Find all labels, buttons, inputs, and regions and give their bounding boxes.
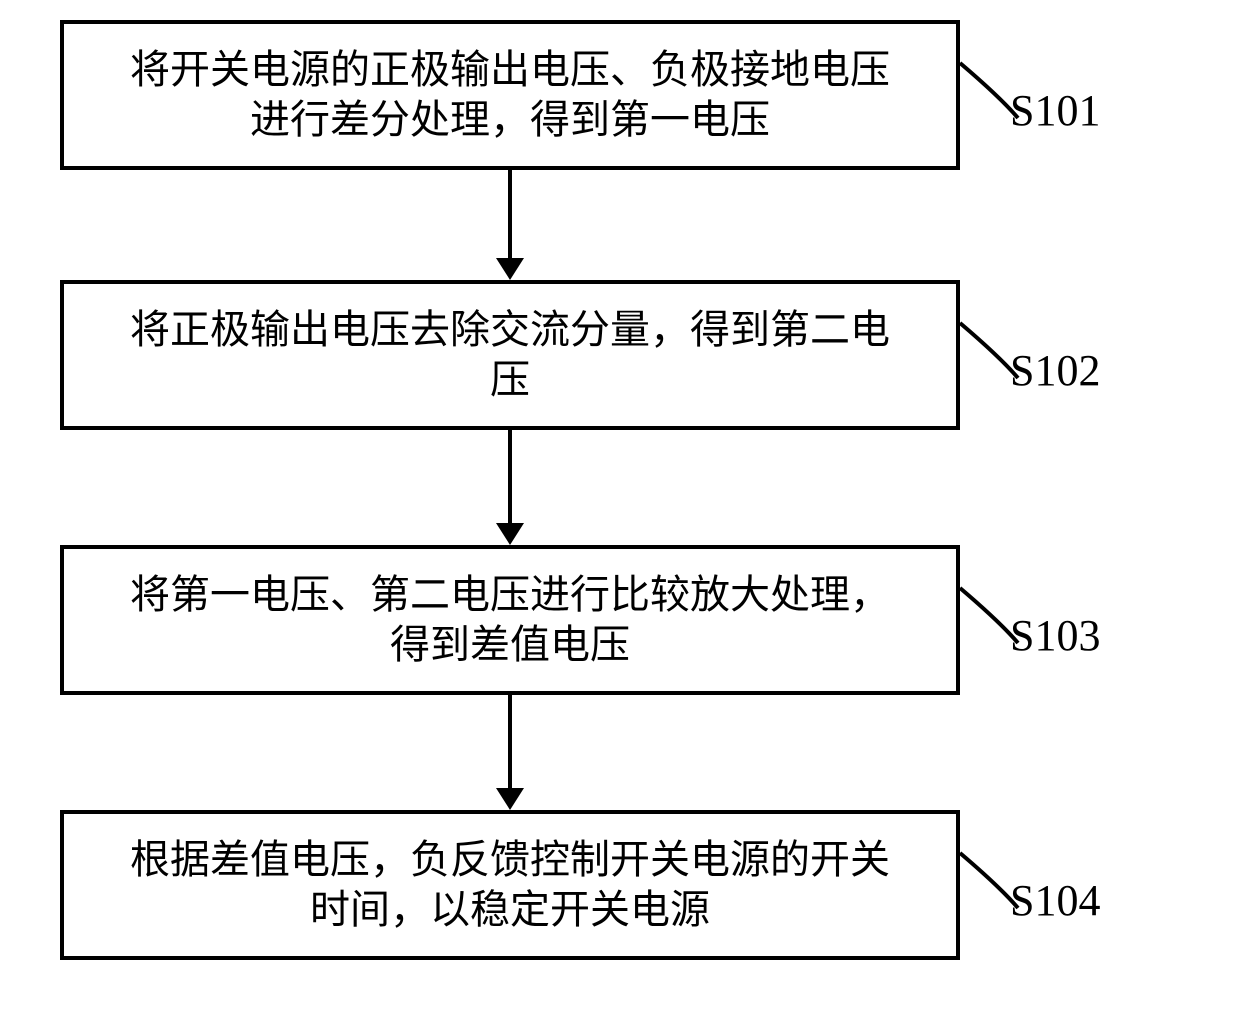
- step-text-s102: 将正极输出电压去除交流分量，得到第二电 压: [120, 305, 900, 405]
- step-text-s104: 根据差值电压，负反馈控制开关电源的开关 时间，以稳定开关电源: [120, 835, 900, 935]
- step-label-s102: S102: [1010, 345, 1100, 396]
- step-box-s101: 将开关电源的正极输出电压、负极接地电压 进行差分处理，得到第一电压: [60, 20, 960, 170]
- flowchart-canvas: 将开关电源的正极输出电压、负极接地电压 进行差分处理，得到第一电压 S101 将…: [0, 0, 1240, 1025]
- step-label-s101: S101: [1010, 85, 1100, 136]
- step-box-s102: 将正极输出电压去除交流分量，得到第二电 压: [60, 280, 960, 430]
- step-text-s101: 将开关电源的正极输出电压、负极接地电压 进行差分处理，得到第一电压: [120, 45, 900, 145]
- step-label-s104: S104: [1010, 875, 1100, 926]
- step-text-s103: 将第一电压、第二电压进行比较放大处理， 得到差值电压: [120, 570, 900, 670]
- step-label-s103: S103: [1010, 610, 1100, 661]
- step-box-s104: 根据差值电压，负反馈控制开关电源的开关 时间，以稳定开关电源: [60, 810, 960, 960]
- step-box-s103: 将第一电压、第二电压进行比较放大处理， 得到差值电压: [60, 545, 960, 695]
